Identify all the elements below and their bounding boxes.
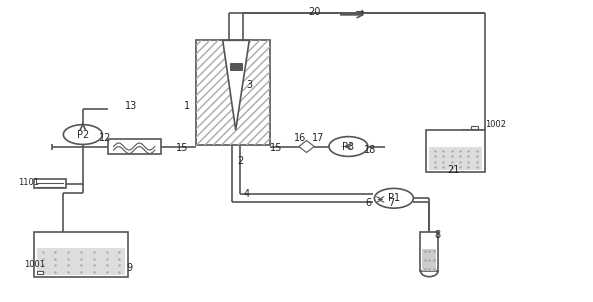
Bar [34,179,66,188]
Text: 16: 16 [294,133,306,143]
Text: 9: 9 [126,263,133,273]
Bar [107,139,161,154]
Bar [422,249,436,271]
Text: 18: 18 [364,144,377,155]
Text: 2: 2 [237,156,244,166]
Text: 21: 21 [447,165,460,175]
Text: 17: 17 [313,133,325,143]
Text: 1: 1 [184,101,190,111]
Text: 3: 3 [246,80,253,90]
Text: 13: 13 [125,101,138,111]
Text: 8: 8 [434,230,440,240]
Text: 1101: 1101 [18,178,39,187]
Bar [34,232,128,277]
Polygon shape [299,140,314,153]
Bar [196,40,270,145]
Text: P3: P3 [342,142,355,152]
Bar [230,63,241,70]
Bar [196,40,270,145]
Text: 1001: 1001 [24,260,45,269]
Text: 1002: 1002 [486,120,506,129]
Text: 7: 7 [388,198,395,208]
Bar [37,271,43,274]
Text: 15: 15 [176,143,188,153]
Text: 4: 4 [243,189,250,199]
Text: 6: 6 [365,198,372,208]
Bar [429,147,483,170]
Text: 12: 12 [99,133,111,143]
Text: P1: P1 [388,193,400,203]
Text: 20: 20 [308,7,321,17]
Polygon shape [223,40,249,130]
Text: →: → [356,8,364,18]
Bar [420,232,438,271]
Bar [37,248,125,275]
Bar [426,130,486,172]
Text: P2: P2 [76,130,89,140]
Text: P3: P3 [341,146,343,147]
Text: 15: 15 [270,143,282,153]
Bar [471,126,478,130]
